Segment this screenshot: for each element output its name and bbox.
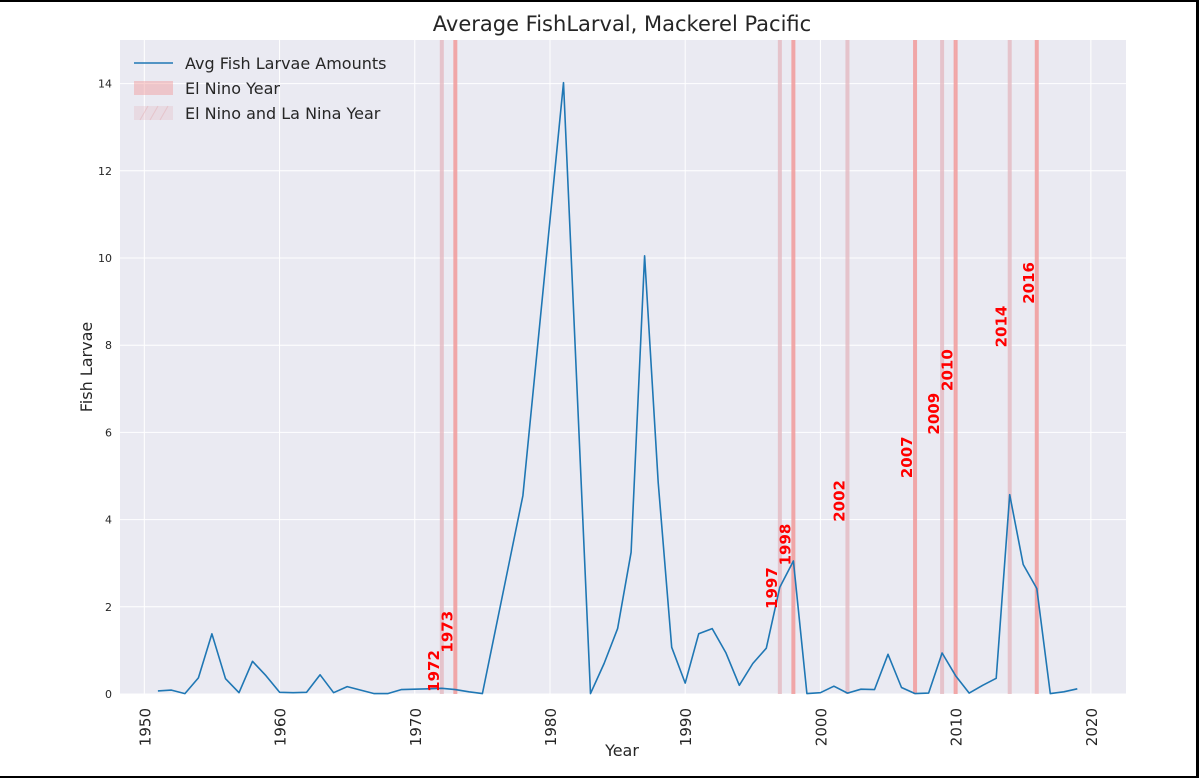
chart-title: Average FishLarval, Mackerel Pacific (433, 12, 811, 36)
plot-area (120, 40, 1126, 694)
event-year-line (439, 40, 444, 694)
event-year-line (913, 40, 918, 694)
x-axis-ticks: 1950 1960 1970 1980 1990 2000 2010 2020 (136, 708, 1101, 746)
x-tick-label: 1980 (542, 708, 560, 746)
event-year-line (940, 40, 945, 694)
event-year-line (1007, 40, 1012, 694)
event-year-label: 1997 (763, 567, 781, 609)
y-axis-ticks: 0 2 4 6 8 10 12 14 (98, 78, 112, 701)
y-axis-label: Fish Larvae (77, 322, 96, 412)
x-tick-label: 1950 (136, 708, 154, 746)
event-year-label: 2016 (1020, 262, 1038, 304)
event-year-label: 2009 (925, 393, 943, 435)
y-tick-label: 10 (98, 252, 112, 265)
event-year-label: 1973 (438, 611, 456, 653)
y-tick-label: 8 (105, 339, 112, 352)
y-tick-label: 2 (105, 601, 112, 614)
y-tick-label: 14 (98, 78, 112, 91)
x-tick-label: 1960 (272, 708, 290, 746)
frame-border-bottom (0, 776, 1199, 778)
event-year-line (953, 40, 958, 694)
x-tick-label: 1970 (407, 708, 425, 746)
frame-border-right (1196, 0, 1199, 778)
x-tick-label: 2010 (948, 708, 966, 746)
event-year-label: 2007 (898, 436, 916, 478)
event-year-line (791, 40, 796, 694)
legend: Avg Fish Larvae Amounts El Nino Year El … (134, 54, 386, 123)
y-tick-label: 12 (98, 165, 112, 178)
x-tick-label: 2020 (1083, 708, 1101, 746)
series-line-avg-fish-larvae (157, 81, 1078, 695)
legend-label-el-nino: El Nino Year (185, 79, 280, 98)
event-year-label: 2002 (830, 480, 848, 522)
x-tick-label: 2000 (812, 708, 830, 746)
x-tick-label: 1990 (677, 708, 695, 746)
event-year-label: 2014 (993, 306, 1011, 348)
legend-swatch-el-nino (134, 81, 173, 95)
y-tick-label: 4 (105, 514, 112, 527)
frame-border-top (0, 0, 1199, 2)
legend-label-both: El Nino and La Nina Year (185, 104, 381, 123)
y-tick-label: 0 (105, 688, 112, 701)
y-tick-label: 6 (105, 426, 112, 439)
legend-swatch-both (134, 105, 173, 121)
x-axis-label: Year (604, 741, 639, 760)
series-layer (157, 81, 1078, 695)
event-year-label: 2010 (939, 349, 957, 391)
event-year-label: 1972 (425, 650, 443, 692)
event-year-line (777, 40, 782, 694)
legend-label-series: Avg Fish Larvae Amounts (185, 54, 386, 73)
event-year-label: 1998 (776, 524, 794, 566)
event-year-line (453, 40, 458, 694)
event-year-line (845, 40, 850, 694)
event-year-lines (439, 40, 1039, 694)
event-year-line (1034, 40, 1039, 694)
